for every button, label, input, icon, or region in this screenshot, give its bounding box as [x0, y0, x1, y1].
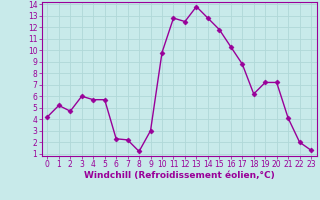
X-axis label: Windchill (Refroidissement éolien,°C): Windchill (Refroidissement éolien,°C) — [84, 171, 275, 180]
